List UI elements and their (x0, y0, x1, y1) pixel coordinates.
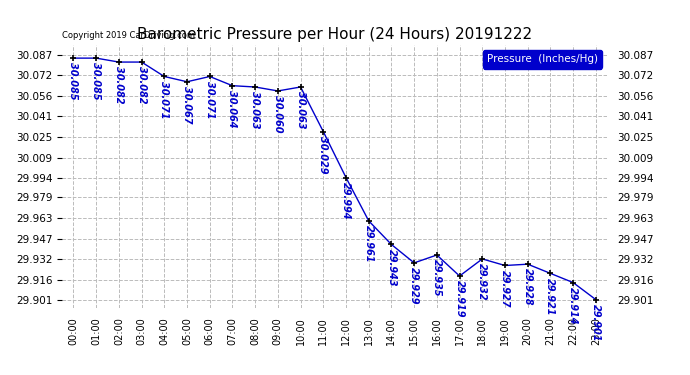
Text: 30.085: 30.085 (68, 62, 79, 100)
Text: 29.928: 29.928 (523, 268, 533, 306)
Text: 30.071: 30.071 (205, 81, 215, 118)
Text: 30.082: 30.082 (114, 66, 124, 104)
Title: Barometric Pressure per Hour (24 Hours) 20191222: Barometric Pressure per Hour (24 Hours) … (137, 27, 532, 42)
Text: 29.929: 29.929 (409, 267, 419, 305)
Text: Copyright 2019 CarDriving.com: Copyright 2019 CarDriving.com (62, 31, 195, 40)
Text: 30.029: 30.029 (318, 136, 328, 173)
Text: 29.919: 29.919 (455, 280, 464, 318)
Text: 30.082: 30.082 (137, 66, 146, 104)
Text: 30.071: 30.071 (159, 81, 169, 118)
Text: 29.927: 29.927 (500, 270, 510, 307)
Text: 30.067: 30.067 (182, 86, 192, 123)
Text: 30.060: 30.060 (273, 95, 283, 133)
Text: 29.994: 29.994 (341, 182, 351, 219)
Text: 30.085: 30.085 (91, 62, 101, 100)
Legend: Pressure  (Inches/Hg): Pressure (Inches/Hg) (483, 50, 602, 69)
Text: 30.063: 30.063 (295, 91, 306, 129)
Text: 29.935: 29.935 (432, 259, 442, 297)
Text: 29.914: 29.914 (568, 287, 578, 324)
Text: 29.961: 29.961 (364, 225, 374, 262)
Text: 29.901: 29.901 (591, 304, 601, 341)
Text: 30.063: 30.063 (250, 91, 260, 129)
Text: 30.064: 30.064 (228, 90, 237, 128)
Text: 29.943: 29.943 (386, 249, 397, 286)
Text: 29.921: 29.921 (545, 278, 555, 315)
Text: 29.932: 29.932 (477, 263, 487, 301)
